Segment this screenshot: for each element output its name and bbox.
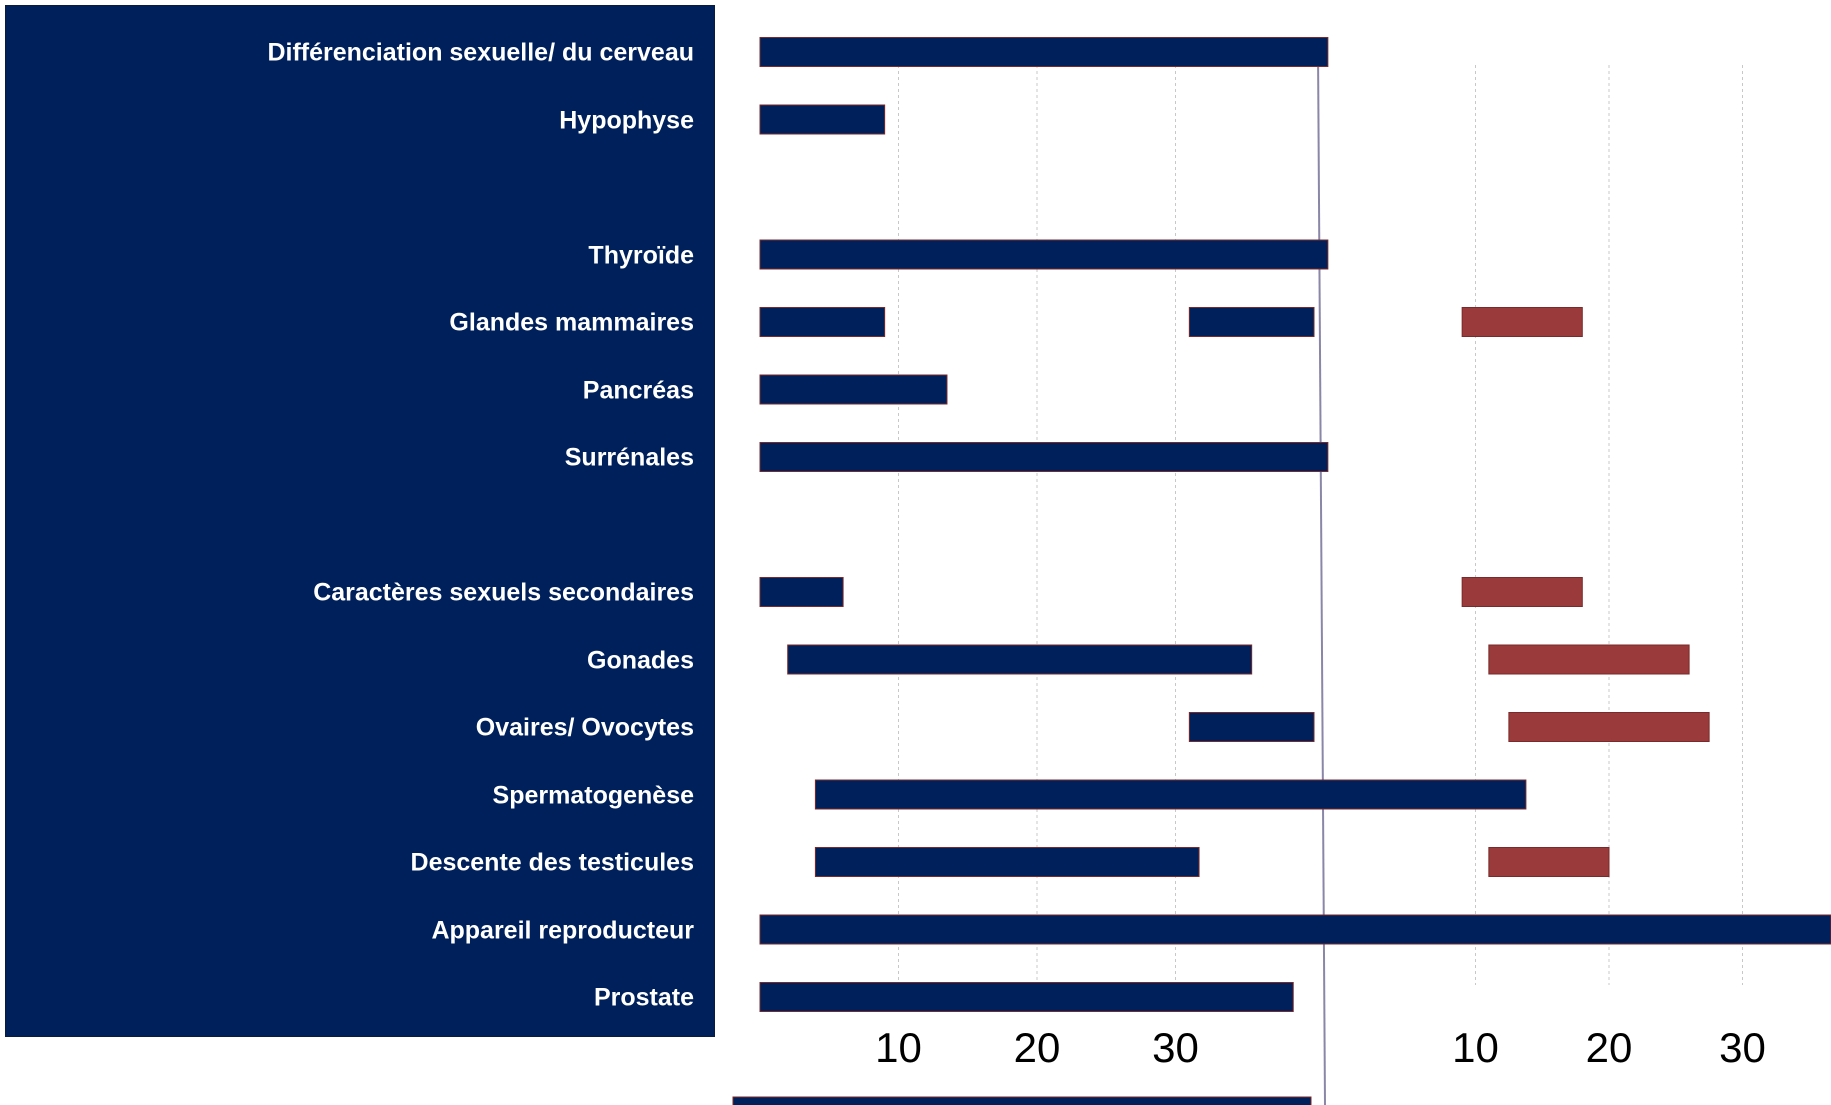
category-label: Ovaires/ Ovocytes <box>475 713 694 742</box>
bar-prenatal-row13-12 <box>759 914 1831 945</box>
category-label: Descente des testicules <box>410 848 694 877</box>
bar-prenatal-row6-6 <box>759 442 1329 472</box>
category-label: Caractères sexuels secondaires <box>313 578 694 607</box>
birth-divider-line <box>1317 49 1326 1105</box>
x-tick-label-panel2-10: 10 <box>1452 1024 1499 1071</box>
x-tick-label-panel1-10: 10 <box>875 1024 922 1071</box>
category-label: Spermatogenèse <box>492 781 694 809</box>
bar-prenatal-row4-4 <box>1188 307 1315 337</box>
x-tick-label-panel2-30: 30 <box>1719 1024 1766 1071</box>
category-label: Prostate <box>593 983 694 1012</box>
bar-prenatal-row5-5 <box>759 374 948 405</box>
category-label: Gonades <box>587 646 694 674</box>
bar-cropped-bottom <box>732 1096 1312 1105</box>
bar-prenatal-row8-7 <box>759 577 844 607</box>
category-label: Différenciation sexuelle/ du cerveau <box>267 38 694 67</box>
category-label: Thyroïde <box>588 241 694 269</box>
category-label: Pancréas <box>582 376 694 404</box>
category-label: Appareil reproducteur <box>431 916 694 944</box>
bar-prenatal-row0-0 <box>759 37 1329 67</box>
bar-prenatal-row12-11 <box>814 847 1200 877</box>
bar-postnatal-row10-3 <box>1508 712 1710 742</box>
bar-prenatal-row14-13 <box>759 982 1294 1012</box>
bar-postnatal-row12-4 <box>1488 847 1610 877</box>
x-tick-label-panel1-20: 20 <box>1014 1024 1061 1071</box>
category-label-panel: Différenciation sexuelle/ du cerveau Hypo… <box>5 5 715 1037</box>
category-label: Surrénales <box>564 443 694 472</box>
bar-prenatal-row10-9 <box>1188 712 1315 742</box>
bar-postnatal-row9-2 <box>1488 644 1690 675</box>
category-label: Hypophyse <box>559 106 694 134</box>
bar-prenatal-row4-3 <box>759 307 886 337</box>
category-label: Glandes mammaires <box>449 308 694 337</box>
x-tick-label-panel1-30: 30 <box>1152 1024 1199 1071</box>
bar-postnatal-row4-0 <box>1461 307 1583 337</box>
bar-prenatal-row9-8 <box>787 644 1253 675</box>
bar-prenatal-row1-1 <box>759 104 886 135</box>
x-tick-label-panel2-20: 20 <box>1586 1024 1633 1071</box>
bar-prenatal-row11-10 <box>814 779 1527 810</box>
bar-postnatal-row8-1 <box>1461 577 1583 607</box>
bar-prenatal-row3-2 <box>759 239 1329 270</box>
